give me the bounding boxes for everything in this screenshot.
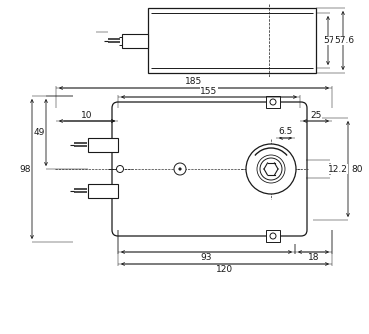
Bar (88, 138, 118, 152)
Text: 12.2: 12.2 (328, 165, 348, 173)
Text: 57: 57 (323, 36, 335, 45)
Circle shape (270, 233, 276, 239)
Text: 185: 185 (185, 77, 203, 87)
Text: 120: 120 (217, 266, 234, 275)
Text: 18: 18 (308, 254, 319, 263)
Text: 155: 155 (200, 87, 218, 96)
Circle shape (174, 163, 186, 175)
Bar (148, 8, 316, 73)
Bar (122, 33, 148, 47)
Text: 57.6: 57.6 (334, 36, 354, 45)
Text: 25: 25 (310, 111, 322, 120)
Circle shape (246, 144, 296, 194)
Circle shape (260, 158, 282, 180)
Text: 80: 80 (351, 165, 363, 173)
Text: 93: 93 (201, 254, 212, 263)
Text: 6.5: 6.5 (278, 128, 293, 137)
FancyBboxPatch shape (112, 102, 307, 236)
Bar (88, 184, 118, 198)
Bar (266, 230, 280, 242)
Bar (266, 96, 280, 108)
Text: 49: 49 (33, 128, 45, 137)
Circle shape (257, 155, 285, 183)
Text: 98: 98 (19, 165, 31, 173)
Text: 10: 10 (81, 111, 93, 120)
Circle shape (179, 168, 181, 170)
Circle shape (117, 166, 124, 172)
Circle shape (270, 99, 276, 105)
